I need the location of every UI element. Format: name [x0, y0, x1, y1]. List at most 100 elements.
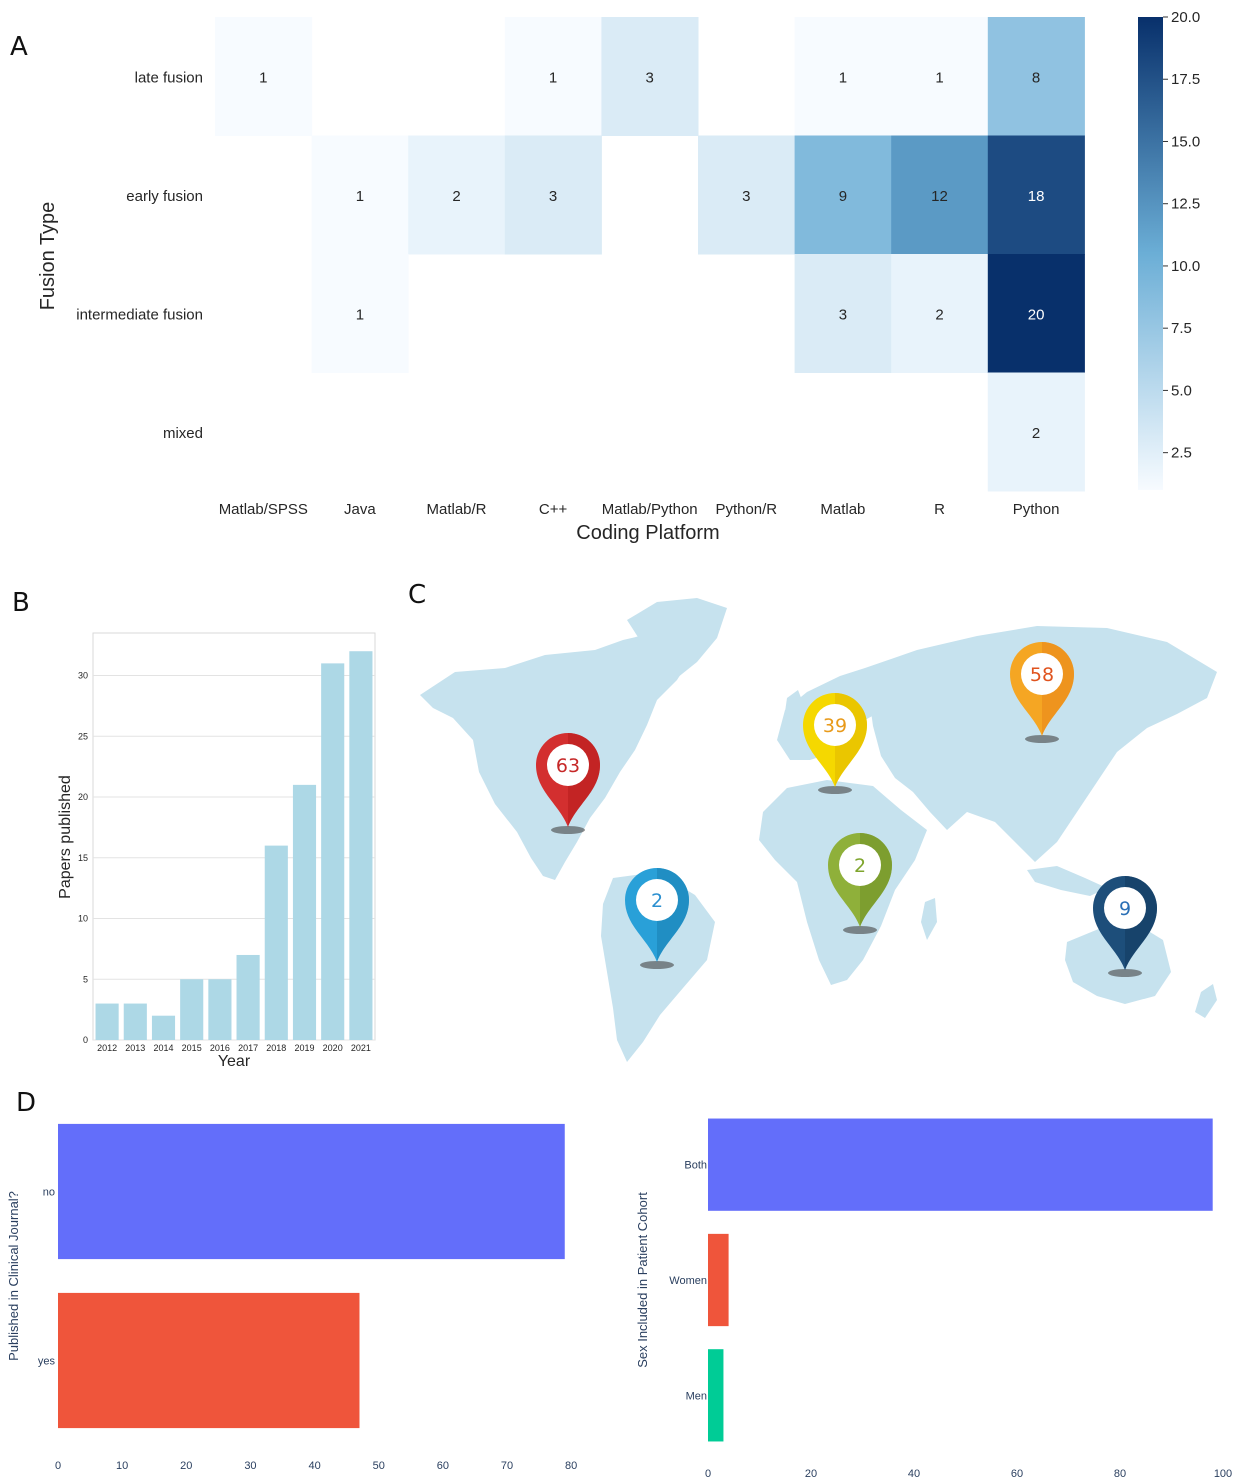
heatmap-cell	[311, 254, 409, 373]
heatmap-y-tick-label: intermediate fusion	[76, 306, 203, 323]
heatmap-value-label: 1	[935, 69, 943, 86]
heatmap-value-label: 3	[646, 69, 654, 86]
x-tick-label: 30	[244, 1460, 256, 1472]
map-pin-shadow	[1025, 735, 1059, 743]
map-pin-center	[547, 744, 589, 786]
heatmap-value-label: 9	[839, 188, 847, 205]
y-tick-label: no	[43, 1187, 55, 1199]
x-tick-label: 70	[501, 1460, 513, 1472]
heatmap-cell	[698, 135, 796, 255]
map-greenland	[627, 598, 727, 678]
heatmap-cell	[891, 135, 989, 255]
x-tick-label: 20	[180, 1460, 192, 1472]
map-pin-shadow	[818, 786, 852, 794]
x-tick-label: 2016	[210, 1043, 230, 1053]
x-tick-label: 80	[565, 1460, 577, 1472]
map-pin-shadow	[843, 926, 877, 934]
colorbar-tick-label: 17.5	[1171, 71, 1200, 88]
colorbar-tick-label: 15.0	[1171, 133, 1200, 150]
x-tick-label: 40	[908, 1468, 920, 1480]
map-asia	[865, 626, 1217, 862]
y-tick-label: 30	[78, 671, 88, 681]
bar	[58, 1292, 360, 1429]
bar	[95, 1003, 119, 1040]
heatmap-cell	[311, 135, 409, 255]
colorbar-tick-label: 10.0	[1171, 258, 1200, 275]
papers-per-year-chart: 0 5 10 15 20 25 30 2012 2013 2014 2015 2016 2017 2018…	[57, 632, 376, 1070]
map-pin-center	[636, 879, 678, 921]
map-pin: 9	[1093, 876, 1157, 977]
x-tick-label: 20	[805, 1468, 817, 1480]
heatmap-x-tick-label: Matlab/SPSS	[219, 501, 308, 518]
y-tick-label: 10	[78, 914, 88, 924]
y-tick-label: 5	[83, 974, 88, 984]
y-tick-label: 20	[78, 792, 88, 802]
x-tick-label: 2014	[153, 1043, 173, 1053]
heatmap-y-tick-label: mixed	[163, 425, 203, 442]
bar	[123, 1003, 147, 1040]
heatmap-y-tick-label: early fusion	[126, 188, 203, 205]
heatmap-value-label: 20	[1028, 306, 1045, 323]
heatmap-value-label: 1	[549, 69, 557, 86]
y-axis-title: Sex Included in Patient Cohort	[635, 1192, 650, 1368]
heatmap-value-label: 1	[356, 188, 364, 205]
heatmap-cell	[408, 135, 506, 255]
map-new-zealand	[1195, 984, 1217, 1018]
y-tick-label: Men	[686, 1390, 707, 1402]
y-tick-label: yes	[38, 1356, 56, 1368]
heatmap-y-tick-label: late fusion	[135, 69, 203, 86]
heatmap-x-tick-label: Matlab	[820, 501, 865, 518]
y-tick-label: 0	[83, 1035, 88, 1045]
x-tick-label: 10	[116, 1460, 128, 1472]
bar	[292, 784, 317, 1040]
map-pin-center	[814, 704, 856, 746]
bar	[236, 954, 260, 1040]
heatmap-value-label: 2	[452, 188, 460, 205]
heatmap-cell	[987, 17, 1085, 136]
map-pin-center	[1104, 887, 1146, 929]
map-pin-label: 2	[854, 855, 866, 877]
heatmap-cell	[987, 254, 1085, 373]
y-axis-title: Papers published	[57, 775, 74, 899]
heatmap-cell	[601, 17, 699, 136]
x-tick-label: 2013	[125, 1043, 145, 1053]
bar	[180, 979, 204, 1040]
heatmap-cell	[504, 135, 602, 255]
x-tick-label: 60	[1011, 1468, 1023, 1480]
map-madagascar	[921, 898, 937, 940]
x-tick-label: 80	[1114, 1468, 1126, 1480]
heatmap-x-tick-label: Python/R	[715, 501, 777, 518]
map-pin-shadow	[551, 826, 585, 834]
y-tick-label: 25	[78, 731, 88, 741]
map-australia	[1065, 924, 1171, 1004]
x-tick-label: 2017	[238, 1043, 258, 1053]
x-tick-label: 40	[308, 1460, 320, 1472]
heatmap-value-label: 1	[839, 69, 847, 86]
heatmap-cell	[215, 17, 313, 136]
heatmap-x-tick-label: Matlab/R	[426, 501, 486, 518]
clinical-journal-chart: noyes01020304050607080Number of PapersPu…	[6, 1123, 577, 1472]
map-pin-label: 39	[823, 715, 847, 737]
map-pin: 2	[625, 868, 689, 969]
heatmap-x-axis-title: Coding Platform	[576, 522, 719, 544]
heatmap-cell	[504, 17, 602, 136]
x-tick-label: 2018	[266, 1043, 286, 1053]
map-pin-label: 63	[556, 755, 580, 777]
x-tick-label: 0	[705, 1468, 711, 1480]
x-tick-label: 2020	[323, 1043, 343, 1053]
heatmap-value-label: 2	[1032, 425, 1040, 442]
heatmap-value-label: 8	[1032, 69, 1040, 86]
x-tick-label: 2012	[97, 1043, 117, 1053]
map-pin: 63	[536, 733, 600, 834]
colorbar-tick-label: 12.5	[1171, 196, 1200, 213]
bar	[58, 1123, 565, 1260]
x-tick-label: 60	[437, 1460, 449, 1472]
heatmap-cell	[987, 372, 1085, 492]
y-tick-label: 15	[78, 853, 88, 863]
heatmap-cell	[794, 17, 892, 136]
colorbar-tick-label: 7.5	[1171, 320, 1192, 337]
map-uk	[785, 690, 805, 722]
heatmap-value-label: 3	[839, 306, 847, 323]
x-tick-label: 0	[55, 1460, 61, 1472]
bar	[151, 1015, 176, 1040]
